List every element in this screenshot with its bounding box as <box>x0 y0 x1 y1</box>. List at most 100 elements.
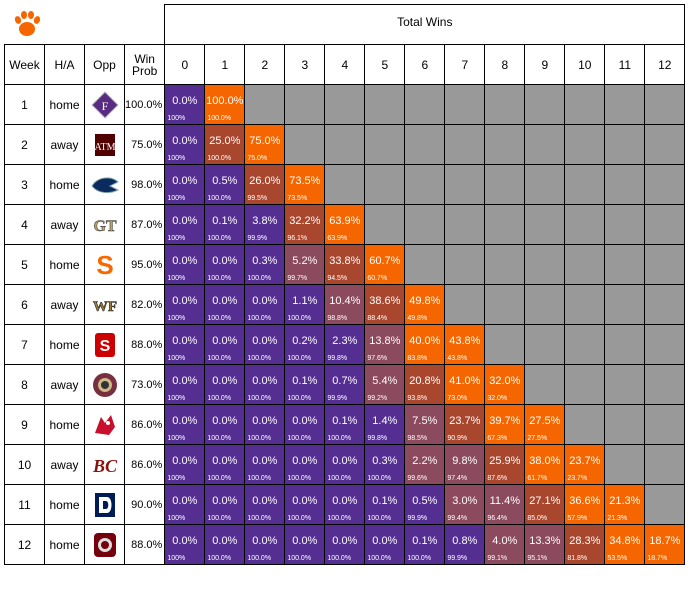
empty-cell <box>524 284 566 325</box>
cumulative-probability: 27.5% <box>527 435 548 442</box>
exact-win-probability: 0.0% <box>252 415 278 427</box>
col-header-wins-4: 4 <box>324 44 366 85</box>
empty-cell <box>644 204 686 245</box>
opponent-cell <box>84 364 125 405</box>
exact-win-probability: 10.4% <box>329 295 361 307</box>
opponent-cell <box>84 484 125 525</box>
empty-cell <box>564 124 606 165</box>
exact-win-probability: 0.3% <box>372 455 398 467</box>
exact-win-probability: 0.0% <box>372 535 398 547</box>
probability-cell: 0.0% 100.0% <box>324 524 366 565</box>
opponent-cell: S <box>84 244 125 285</box>
cumulative-probability: 99.9% <box>407 515 428 522</box>
exact-win-probability: 0.0% <box>332 455 358 467</box>
cumulative-probability: 85.0% <box>527 515 548 522</box>
home-away: away <box>44 284 85 325</box>
probability-cell: 0.0% 100.0% <box>284 404 326 445</box>
empty-cell <box>604 124 646 165</box>
probability-cell: 0.0% 100% <box>164 164 206 205</box>
empty-cell <box>244 84 286 125</box>
exact-win-probability: 0.0% <box>172 535 198 547</box>
probability-cell: 0.5% 100.0% <box>204 164 246 205</box>
exact-win-probability: 20.8% <box>409 375 441 387</box>
cumulative-probability: 100% <box>167 115 186 122</box>
exact-win-probability: 13.3% <box>529 535 561 547</box>
probability-cell: 0.0% 100% <box>164 204 206 245</box>
cumulative-probability: 100.0% <box>207 155 232 162</box>
exact-win-probability: 32.0% <box>489 375 521 387</box>
nc-state-icon: S <box>86 331 124 359</box>
probability-cell: 23.7% 90.9% <box>444 404 486 445</box>
probability-cell: 100.0% 100.0% <box>204 84 246 125</box>
exact-win-probability: 0.1% <box>412 535 438 547</box>
exact-win-probability: 26.0% <box>249 175 281 187</box>
empty-cell <box>644 284 686 325</box>
cumulative-probability: 100.0% <box>287 435 312 442</box>
empty-cell <box>644 244 686 285</box>
table-row: 1 home F 100.0% 0.0% 100% 100.0% 100.0% <box>4 84 686 125</box>
probability-cell: 5.4% 99.2% <box>364 364 406 405</box>
win-probability: 88.0% <box>123 324 166 365</box>
empty-cell <box>604 324 646 365</box>
probability-cell: 0.1% 100.0% <box>284 364 326 405</box>
cumulative-probability: 100.0% <box>247 475 272 482</box>
exact-win-probability: 0.0% <box>172 175 198 187</box>
win-probability: 98.0% <box>123 164 166 205</box>
empty-cell <box>564 244 606 285</box>
probability-cell: 0.0% 100.0% <box>324 484 366 525</box>
empty-cell <box>644 84 686 125</box>
exact-win-probability: 3.8% <box>252 215 278 227</box>
svg-text:BC: BC <box>91 456 117 476</box>
empty-cell <box>324 164 366 205</box>
probability-cell: 43.8% 43.8% <box>444 324 486 365</box>
cumulative-probability: 100% <box>167 275 186 282</box>
exact-win-probability: 27.1% <box>529 495 561 507</box>
exact-win-probability: 0.0% <box>172 95 198 107</box>
cumulative-probability: 99.9% <box>247 235 268 242</box>
empty-cell <box>484 164 526 205</box>
exact-win-probability: 0.1% <box>332 415 358 427</box>
probability-cell: 2.3% 99.8% <box>324 324 366 365</box>
cumulative-probability: 100.0% <box>207 555 232 562</box>
georgia-southern-icon <box>86 174 124 196</box>
probability-cell: 60.7% 60.7% <box>364 244 406 285</box>
south-carolina-icon <box>86 531 124 559</box>
probability-cell: 0.0% 100% <box>164 284 206 325</box>
cumulative-probability: 100.0% <box>247 395 272 402</box>
week-number: 4 <box>4 204 45 245</box>
probability-cell: 0.8% 99.9% <box>444 524 486 565</box>
week-number: 3 <box>4 164 45 205</box>
col-header-wins-3: 3 <box>284 44 326 85</box>
home-away: home <box>44 404 85 445</box>
empty-cell <box>404 84 446 125</box>
week-number: 1 <box>4 84 45 125</box>
cumulative-probability: 73.5% <box>287 195 308 202</box>
svg-text:S: S <box>99 338 110 355</box>
probability-cell: 0.0% 100.0% <box>204 284 246 325</box>
probability-cell: 0.3% 100.0% <box>244 244 286 285</box>
cumulative-probability: 100.0% <box>207 275 232 282</box>
exact-win-probability: 5.4% <box>372 375 398 387</box>
exact-win-probability: 0.0% <box>292 535 318 547</box>
probability-cell: 0.0% 100.0% <box>204 444 246 485</box>
col-header-wins-9: 9 <box>524 44 566 85</box>
cumulative-probability: 100.0% <box>207 115 232 122</box>
probability-cell: 0.0% 100% <box>164 364 206 405</box>
opponent-cell <box>84 164 125 205</box>
cumulative-probability: 100.0% <box>327 475 352 482</box>
cumulative-probability: 94.5% <box>327 275 348 282</box>
win-probability: 90.0% <box>123 484 166 525</box>
empty-cell <box>564 364 606 405</box>
empty-cell <box>484 284 526 325</box>
week-number: 12 <box>4 524 45 565</box>
win-probability: 82.0% <box>123 284 166 325</box>
svg-text:S: S <box>96 251 113 279</box>
exact-win-probability: 18.7% <box>649 535 681 547</box>
cumulative-probability: 100.0% <box>287 315 312 322</box>
empty-cell <box>404 244 446 285</box>
exact-win-probability: 4.0% <box>492 535 518 547</box>
empty-cell <box>644 364 686 405</box>
probability-cell: 0.0% 100.0% <box>244 444 286 485</box>
exact-win-probability: 11.4% <box>489 495 520 507</box>
cumulative-probability: 100.0% <box>287 515 312 522</box>
